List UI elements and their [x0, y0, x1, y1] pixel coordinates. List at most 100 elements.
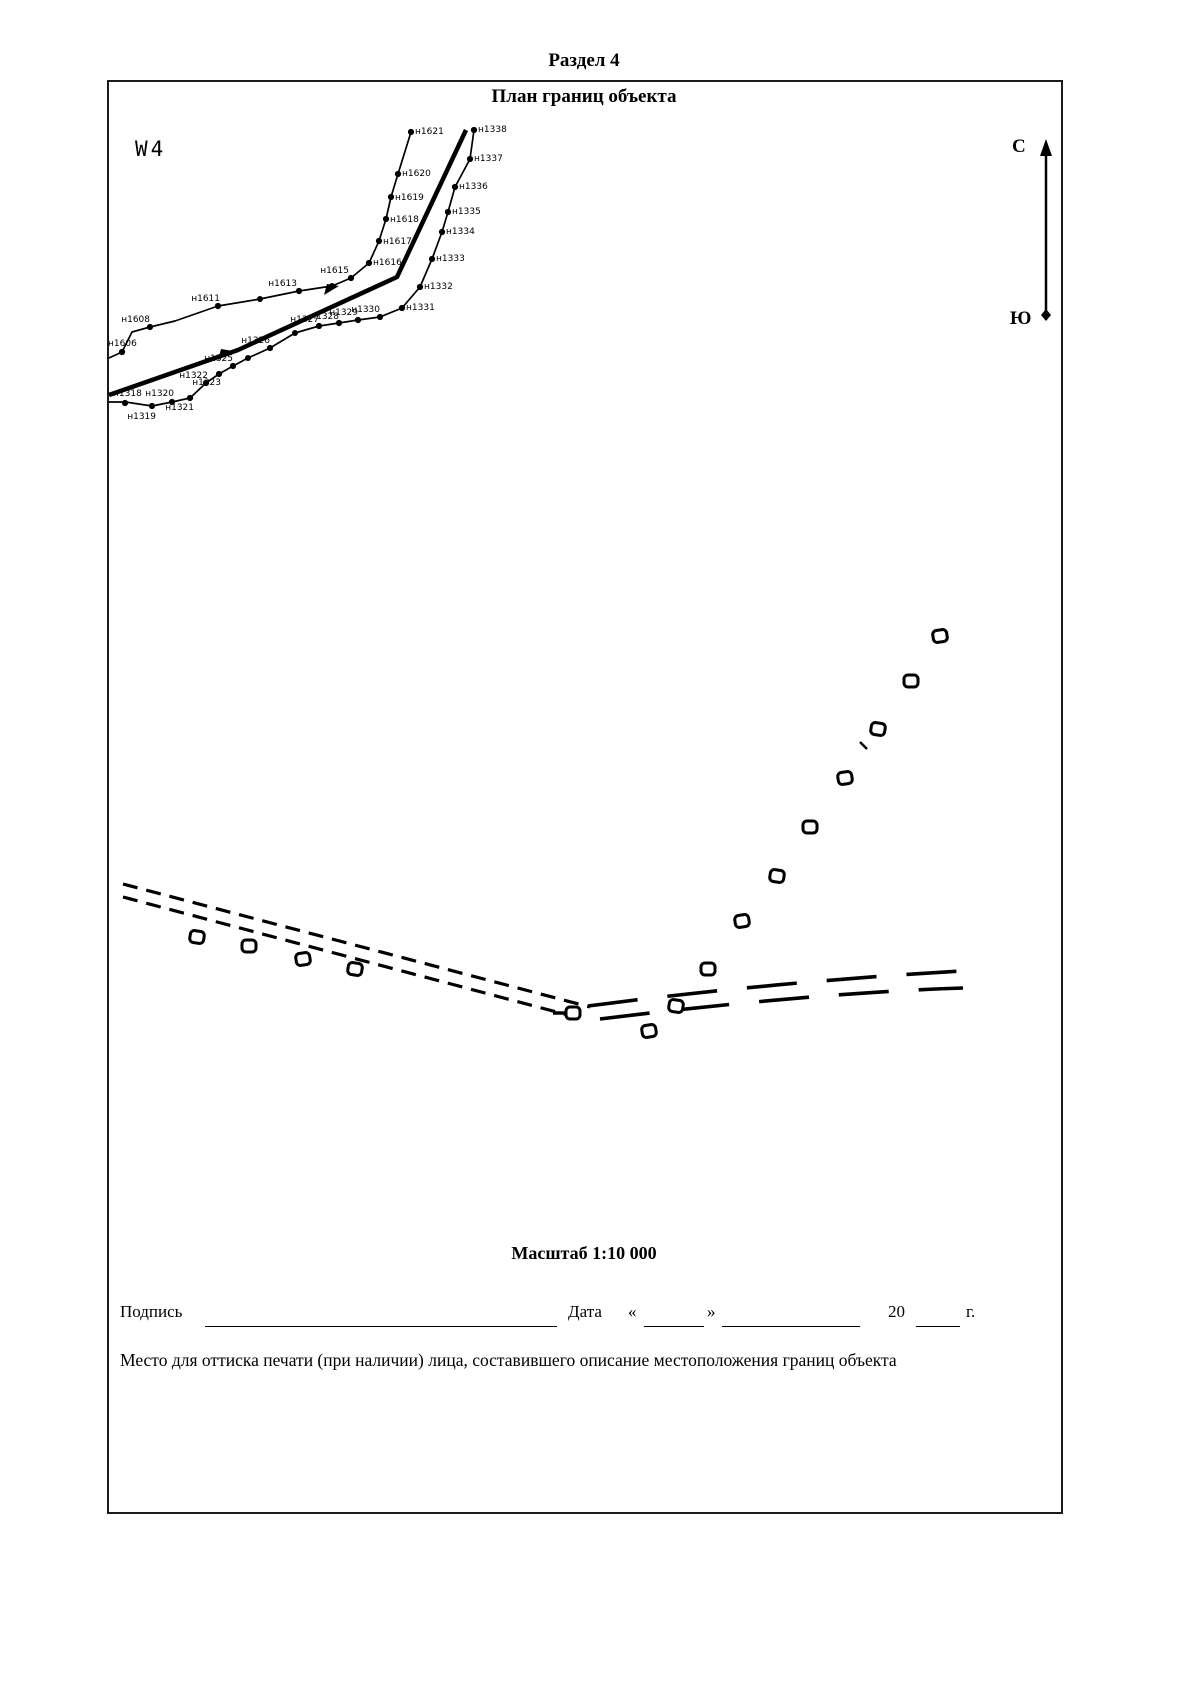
- map-symbol: [801, 819, 819, 835]
- boundary-point-label: н1326: [241, 336, 270, 346]
- road-longdash-line: [587, 969, 964, 1008]
- boundary-point: н1330: [351, 305, 384, 321]
- boundary-point-label: н1608: [121, 315, 150, 325]
- boundary-point: н1620: [394, 169, 431, 179]
- date-quote-close: »: [707, 1302, 716, 1321]
- boundary-point: [245, 355, 251, 361]
- map-symbol: [667, 998, 685, 1014]
- boundary-point-label: н1618: [390, 215, 419, 225]
- boundary-point-label: н1320: [145, 389, 174, 399]
- boundary-point: [329, 283, 335, 289]
- boundary-point: н1331: [398, 303, 435, 313]
- boundary-point-label: н1329: [329, 308, 358, 318]
- boundary-point-label: н1333: [436, 254, 465, 264]
- date-quote-open: «: [628, 1302, 637, 1321]
- map-symbol: [768, 868, 786, 884]
- boundary-point-label: н1321: [165, 403, 194, 413]
- boundary-point: н1319: [127, 402, 156, 422]
- boundary-point-label: н1331: [406, 303, 435, 313]
- boundary-point: н1327: [290, 315, 323, 330]
- map-symbol: [294, 951, 312, 967]
- boundary-point: н1320: [145, 389, 176, 406]
- boundary-point-label: н1322: [179, 371, 208, 381]
- plan-frame: [107, 80, 1063, 1514]
- boundary-point: н1318: [113, 389, 142, 407]
- boundary-point: н1336: [451, 182, 488, 192]
- map-symbol: [733, 913, 751, 929]
- boundary-point: н1617: [375, 237, 412, 247]
- boundary-point-label: н1332: [424, 282, 453, 292]
- map-symbol: [240, 938, 258, 954]
- boundary-chain-upper: [108, 131, 412, 359]
- date-year-line: [916, 1326, 960, 1327]
- compass-south-label: Ю: [1010, 308, 1031, 329]
- road-dashed-line: [122, 882, 591, 1009]
- sheet-label: W4: [135, 137, 167, 161]
- map-symbol: [640, 1023, 658, 1039]
- boundary-point-label: н1338: [478, 125, 507, 135]
- boundary-point: [257, 296, 263, 302]
- plan-title: План границ объекта: [491, 86, 677, 107]
- road-dashed-line: [122, 895, 584, 1021]
- boundary-point: н1338: [470, 125, 507, 135]
- compass-base-diamond: [1041, 309, 1051, 321]
- boundary-point: н1619: [387, 193, 424, 203]
- map-symbol: [699, 961, 717, 977]
- boundary-point-label: н1611: [191, 294, 220, 304]
- boundary-point: н1615: [320, 266, 355, 282]
- date-year-suffix: г.: [966, 1302, 976, 1321]
- signature-line: [205, 1326, 557, 1327]
- boundary-point-label: н1328: [310, 312, 339, 322]
- date-day-line: [644, 1326, 704, 1327]
- boundary-point: н1618: [382, 215, 419, 225]
- boundary-point-label: н1620: [402, 169, 431, 179]
- boundary-point-label: н1327: [290, 315, 319, 325]
- boundary-point: н1621: [407, 127, 444, 137]
- boundary-point: н1321: [165, 394, 194, 413]
- boundary-point-label: н1621: [415, 127, 444, 137]
- boundary-point: н1329: [329, 308, 362, 324]
- map-symbol: [188, 929, 206, 945]
- road-longdash-line: [599, 986, 964, 1021]
- map-symbol: [869, 721, 887, 737]
- signature-label: Подпись: [120, 1302, 183, 1321]
- boundary-point-label: н1334: [446, 227, 475, 237]
- boundary-point-label: н1325: [204, 354, 233, 364]
- date-label: Дата: [568, 1302, 602, 1321]
- boundary-point-label: н1336: [459, 182, 488, 192]
- boundary-point: н1325: [204, 354, 237, 370]
- boundary-point: н1616: [365, 258, 402, 268]
- compass-arrowhead: [1040, 139, 1052, 156]
- boundary-point: н1606: [108, 339, 137, 356]
- boundary-point-label: н1318: [113, 389, 142, 399]
- map-symbol: [931, 628, 949, 644]
- stray-mark: [859, 741, 868, 750]
- boundary-point-label: н1613: [268, 279, 297, 289]
- stamp-note: Место для оттиска печати (при наличии) л…: [120, 1350, 897, 1370]
- boundary-point: н1335: [444, 207, 481, 217]
- boundary-point: н1334: [438, 227, 475, 237]
- boundary-point: н1613: [268, 279, 303, 295]
- boundary-point: н1326: [241, 336, 274, 352]
- section-title: Раздел 4: [548, 50, 620, 71]
- boundary-point-label: н1337: [474, 154, 503, 164]
- boundary-point-label: н1616: [373, 258, 402, 268]
- boundary-point: н1328: [310, 312, 343, 327]
- boundary-point-label: н1319: [127, 412, 156, 422]
- map-symbol: [902, 673, 920, 689]
- date-century-prefix: 20: [888, 1302, 905, 1321]
- boundary-point-label: н1615: [320, 266, 349, 276]
- boundary-point: н1333: [428, 254, 465, 264]
- compass-north-label: С: [1012, 136, 1026, 157]
- boundary-point: н1332: [416, 282, 453, 292]
- boundary-point-label: н1617: [383, 237, 412, 247]
- boundary-point-label: н1619: [395, 193, 424, 203]
- scale-label: Масштаб 1:10 000: [511, 1243, 657, 1263]
- date-month-line: [722, 1326, 860, 1327]
- boundary-point: [292, 330, 298, 336]
- boundary-point-label: н1335: [452, 207, 481, 217]
- map-symbol: [346, 961, 364, 977]
- boundary-point: н1322: [179, 371, 210, 387]
